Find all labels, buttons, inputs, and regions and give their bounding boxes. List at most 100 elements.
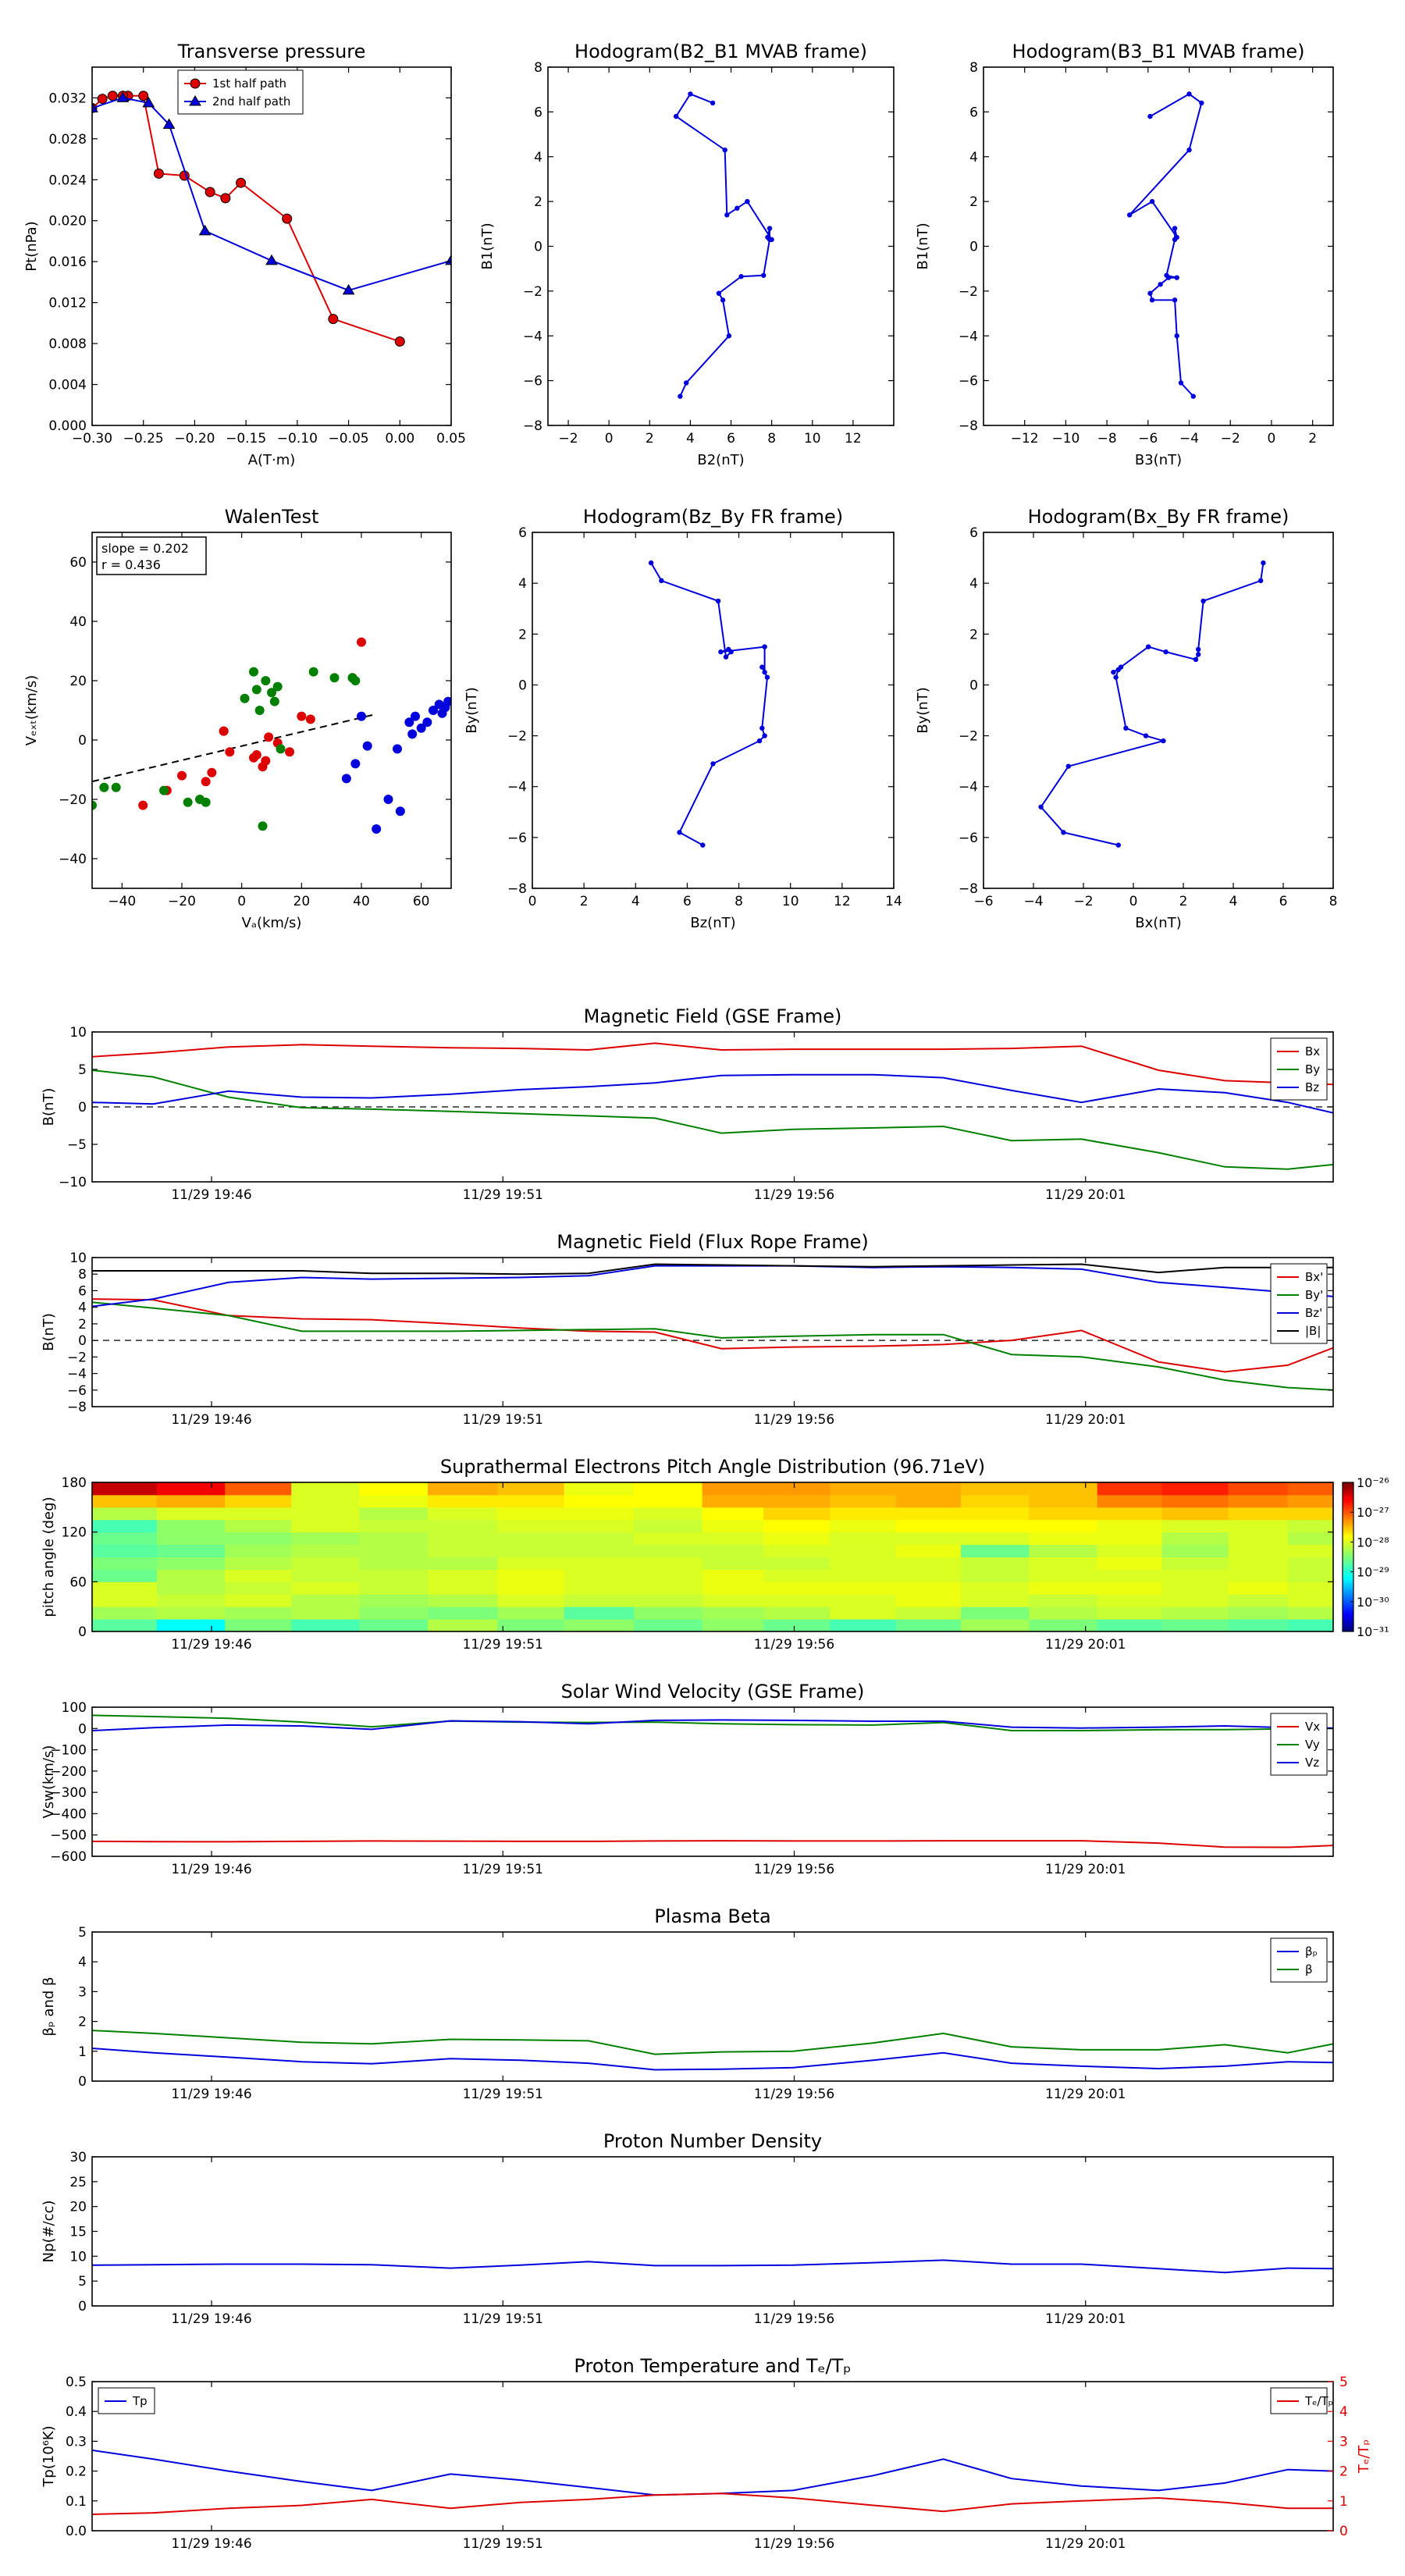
heatmap-cell [359, 1494, 429, 1508]
colorbar-segment [1343, 1521, 1353, 1525]
colorbar-segment [1343, 1489, 1353, 1493]
data-point [1158, 282, 1163, 287]
heatmap-cell [896, 1594, 962, 1607]
data-point [700, 842, 706, 848]
series-line-|B| [92, 1263, 1333, 1276]
colorbar-segment [1343, 1557, 1353, 1560]
heatmap-cell [1161, 1507, 1229, 1521]
heatmap-cell [427, 1594, 499, 1607]
y-tick-label: 3 [78, 1984, 87, 2000]
heatmap-cell [702, 1606, 764, 1620]
chart-title: Transverse pressure [177, 41, 366, 62]
x-tick-label: 11/29 19:51 [463, 2536, 543, 2552]
data-point [1149, 198, 1155, 205]
series-line-Vx [92, 1840, 1333, 1848]
y-tick-label: −4 [67, 1367, 87, 1382]
heatmap-cell [564, 1594, 635, 1607]
data-point [718, 649, 724, 655]
data-point [1126, 212, 1133, 218]
y-tick-label: −6 [507, 831, 527, 846]
y-tick-label: 5 [78, 1062, 87, 1078]
data-point [688, 91, 693, 97]
y-tick-label: 0.032 [48, 91, 87, 106]
heatmap-cell [961, 1507, 1030, 1521]
legend-label: By' [1305, 1288, 1323, 1302]
x-tick-label: 8 [767, 431, 776, 447]
x-axis-label: Bx(nT) [1135, 915, 1181, 931]
colorbar-segment [1343, 1502, 1353, 1506]
x-tick-label: 0 [605, 431, 614, 447]
heatmap-cell [830, 1606, 897, 1620]
heatmap-cell [225, 1544, 292, 1557]
x-tick-label: −4 [1023, 894, 1043, 909]
heatmap-cell [961, 1482, 1030, 1496]
heatmap-cell [830, 1507, 897, 1521]
heatmap-cell [156, 1532, 226, 1546]
x-tick-label: −12 [1011, 431, 1039, 447]
chart-hodo2: Hodogram(B3_B1 MVAB frame) −12 −10 −8 −6 −4 −2… [915, 41, 1334, 468]
y-tick-label: 120 [62, 1525, 87, 1541]
x-tick-label: 0 [528, 894, 537, 909]
scatter-point [92, 800, 97, 810]
plot-area [1038, 560, 1266, 848]
x-tick-label: 10 [782, 894, 799, 909]
legend-label: 1st half path [212, 76, 286, 91]
y-tick-label: 6 [518, 525, 527, 541]
x-tick-label: 12 [845, 431, 862, 447]
heatmap-cell [497, 1582, 565, 1595]
heatmap-cell [359, 1532, 429, 1546]
data-point [762, 733, 767, 738]
y-tick-label: −8 [959, 881, 978, 897]
y-tick-label: 2 [518, 627, 527, 642]
heatmap-cell [1097, 1619, 1163, 1632]
series-line-Vz [92, 1719, 1333, 1731]
scatter-point [258, 821, 268, 831]
x-tick-label: 12 [834, 894, 851, 909]
legend-label: Vx [1305, 1720, 1320, 1734]
heatmap-cell [1097, 1569, 1163, 1582]
colorbar-segment [1343, 1510, 1353, 1513]
scatter-point [305, 714, 315, 724]
heatmap-cell [1029, 1582, 1098, 1595]
scatter-point [159, 785, 169, 795]
x-tick-label: 11/29 19:56 [754, 1862, 834, 1877]
y-tick-label: −6 [67, 1383, 87, 1399]
scatter-point [411, 711, 420, 721]
colorbar-segment [1343, 1552, 1353, 1555]
heatmap-cell [92, 1532, 158, 1546]
data-point [722, 147, 727, 153]
x-tick-label: 11/29 20:01 [1045, 1637, 1126, 1653]
colorbar-segment [1343, 1616, 1353, 1620]
x-tick-label: 4 [631, 894, 640, 909]
heatmap-cell [564, 1557, 635, 1570]
heatmap-cell [896, 1582, 962, 1595]
x-tick-label: −0.10 [277, 431, 318, 447]
plot-area [92, 2030, 1333, 2071]
legend-label: Vy [1305, 1738, 1320, 1752]
heatmap-cell [1287, 1606, 1334, 1620]
colorbar-frame [1342, 1482, 1354, 1632]
legend-label: By [1305, 1062, 1320, 1076]
plot-frame [91, 532, 452, 889]
heatmap-cell [427, 1619, 499, 1632]
heatmap-cell [763, 1594, 831, 1607]
plot-frame [91, 1257, 1334, 1407]
y-tick-label: 0 [969, 678, 978, 693]
heatmap-cell [1029, 1482, 1098, 1496]
plot-frame [532, 532, 895, 889]
heatmap-cell [763, 1557, 831, 1570]
data-point [723, 654, 729, 660]
x-tick-label: 2 [1179, 894, 1188, 909]
colorbar-segment [1343, 1571, 1353, 1575]
x-tick-label: 11/29 19:46 [171, 2536, 251, 2552]
y-tick-label: −2 [523, 284, 542, 300]
y-tick-label: 8 [78, 1267, 87, 1283]
y-tick-label: −20 [59, 792, 87, 808]
series-line-βₚ [92, 2048, 1333, 2071]
y-tick-label: 5 [78, 2274, 87, 2290]
data-point [138, 91, 149, 101]
legend: Bx' By' Bz' |B| [1270, 1263, 1328, 1344]
data-point [1061, 830, 1066, 835]
colorbar-segment [1343, 1504, 1353, 1508]
series-line-By [92, 1069, 1333, 1170]
